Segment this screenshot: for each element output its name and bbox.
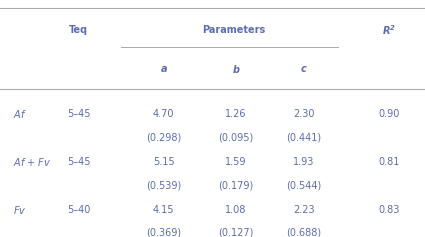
- Text: (0.369): (0.369): [146, 227, 181, 237]
- Text: 2.23: 2.23: [293, 205, 314, 215]
- Text: 0.90: 0.90: [378, 109, 400, 119]
- Text: 5–40: 5–40: [67, 205, 90, 215]
- Text: 4.70: 4.70: [153, 109, 174, 119]
- Text: (0.539): (0.539): [146, 180, 181, 190]
- Text: 5.15: 5.15: [153, 157, 174, 167]
- Text: (0.179): (0.179): [218, 180, 253, 190]
- Text: $\bfit{R}^2$: $\bfit{R}^2$: [382, 23, 396, 36]
- Text: $\bfit{b}$: $\bfit{b}$: [232, 63, 240, 75]
- Text: $\bfit{c}$: $\bfit{c}$: [300, 64, 308, 74]
- Text: $\bfit{a}$: $\bfit{a}$: [160, 64, 167, 74]
- Text: (0.441): (0.441): [286, 132, 321, 142]
- Text: 1.59: 1.59: [225, 157, 246, 167]
- Text: 0.83: 0.83: [378, 205, 400, 215]
- Text: (0.298): (0.298): [146, 132, 181, 142]
- Text: 1.93: 1.93: [293, 157, 314, 167]
- Text: 2.30: 2.30: [293, 109, 314, 119]
- Text: $\mathit{Af}$ + $\mathit{Fv}$: $\mathit{Af}$ + $\mathit{Fv}$: [13, 156, 51, 168]
- Text: 5–45: 5–45: [67, 157, 91, 167]
- Text: 5–45: 5–45: [67, 109, 91, 119]
- Text: 0.81: 0.81: [378, 157, 400, 167]
- Text: (0.688): (0.688): [286, 227, 321, 237]
- Text: $\mathit{Af}$: $\mathit{Af}$: [13, 108, 27, 120]
- Text: Parameters: Parameters: [202, 25, 265, 35]
- Text: Teq: Teq: [69, 25, 88, 35]
- Text: 1.26: 1.26: [225, 109, 246, 119]
- Text: (0.095): (0.095): [218, 132, 253, 142]
- Text: $\mathit{Fv}$: $\mathit{Fv}$: [13, 204, 26, 216]
- Text: 1.08: 1.08: [225, 205, 246, 215]
- Text: 4.15: 4.15: [153, 205, 174, 215]
- Text: (0.127): (0.127): [218, 227, 254, 237]
- Text: (0.544): (0.544): [286, 180, 321, 190]
